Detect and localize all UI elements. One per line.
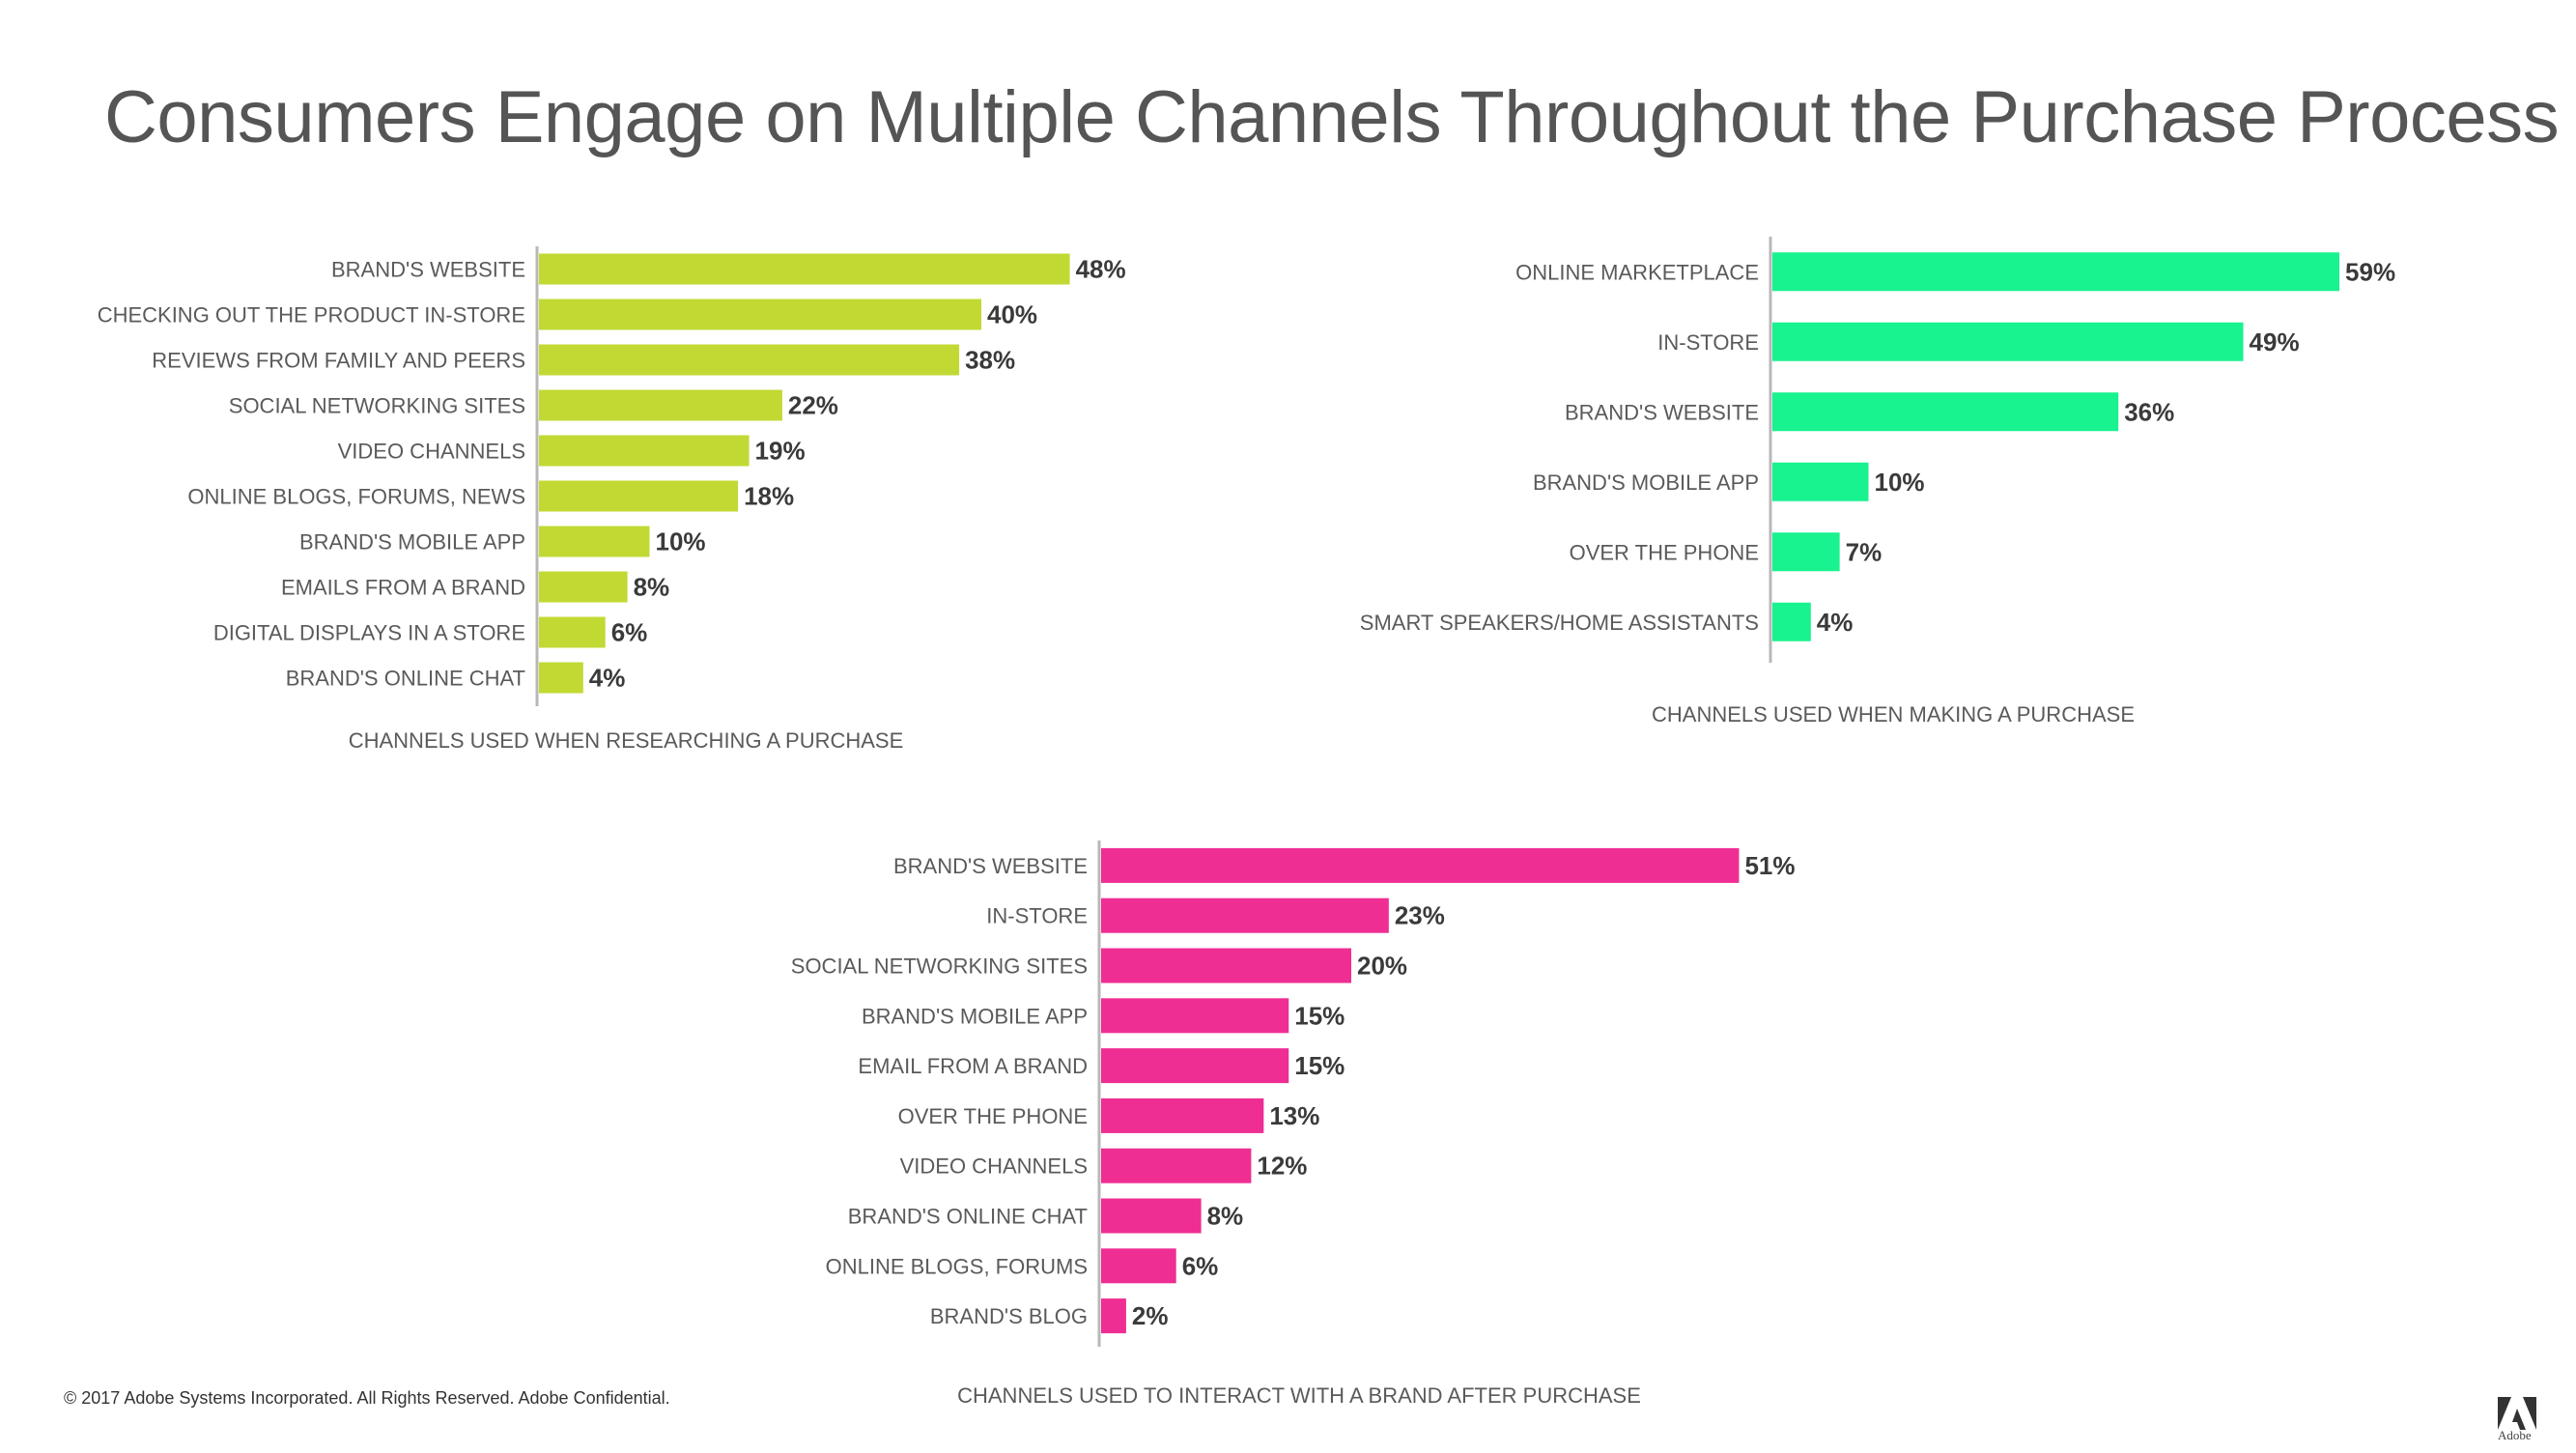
category-label: VIDEO CHANNELS (338, 440, 525, 464)
data-label: 8% (634, 573, 670, 602)
category-label: SMART SPEAKERS/HOME ASSISTANTS (1360, 611, 1759, 635)
adobe-logo-icon (2498, 1397, 2536, 1430)
category-label: IN-STORE (1657, 330, 1759, 355)
data-label: 2% (1132, 1301, 1169, 1330)
chart-after-caption: CHANNELS USED TO INTERACT WITH A BRAND A… (957, 1383, 1641, 1408)
category-label: EMAILS FROM A BRAND (281, 576, 525, 600)
bar (539, 253, 1070, 285)
bar (539, 344, 960, 376)
bar (1101, 1097, 1264, 1133)
data-label: 19% (755, 437, 806, 466)
category-label: BRAND'S WEBSITE (1565, 400, 1759, 424)
category-label: BRAND'S MOBILE APP (1533, 470, 1759, 495)
category-label: OVER THE PHONE (898, 1104, 1088, 1128)
category-label: BRAND'S ONLINE CHAT (848, 1205, 1088, 1229)
chart-research: BRAND'S WEBSITE 48% CHECKING OUT THE PRODU… (98, 246, 1126, 706)
chart-purchase: ONLINE MARKETPLACE 59% IN-STORE 49% BRAND'S … (1360, 237, 2395, 663)
bar (1101, 998, 1289, 1034)
category-label: IN-STORE (986, 904, 1088, 928)
bar (539, 299, 981, 330)
chart-purchase-caption: CHANNELS USED WHEN MAKING A PURCHASE (1652, 702, 2135, 726)
data-label: 59% (2345, 257, 2395, 286)
data-label: 6% (1182, 1251, 1219, 1280)
data-label: 10% (1875, 468, 1925, 497)
bar (1772, 322, 2244, 361)
bar (1101, 1048, 1289, 1084)
data-label: 18% (744, 482, 794, 511)
bar (539, 571, 628, 603)
data-label: 10% (656, 527, 706, 556)
adobe-logo-text: Adobe (2498, 1428, 2532, 1442)
category-label: BRAND'S BLOG (930, 1304, 1088, 1328)
bar (1772, 252, 2340, 292)
bar (1772, 602, 1811, 641)
category-label: REVIEWS FROM FAMILY AND PEERS (152, 349, 525, 373)
data-label: 22% (788, 391, 838, 420)
data-label: 13% (1269, 1101, 1319, 1130)
bar (539, 526, 650, 557)
data-label: 48% (1076, 255, 1126, 284)
category-label: ONLINE BLOGS, FORUMS, NEWS (187, 485, 525, 509)
data-label: 4% (589, 664, 626, 693)
bar (1101, 1198, 1202, 1234)
data-label: 38% (965, 346, 1015, 375)
bar (539, 616, 606, 648)
bar (1772, 392, 2119, 432)
data-label: 12% (1257, 1152, 1307, 1181)
data-label: 8% (1207, 1202, 1244, 1231)
data-label: 4% (1817, 608, 1854, 637)
page-title: Consumers Engage on Multiple Channels Th… (104, 76, 2560, 158)
bar (1101, 847, 1740, 883)
category-label: BRAND'S MOBILE APP (299, 530, 525, 555)
data-label: 6% (611, 618, 648, 647)
bar (1772, 462, 1869, 501)
category-label: ONLINE MARKETPLACE (1515, 260, 1759, 284)
category-label: OVER THE PHONE (1570, 540, 1759, 564)
bar (539, 480, 739, 512)
bar (1772, 532, 1840, 572)
data-label: 15% (1294, 1001, 1345, 1030)
bar (1101, 1248, 1176, 1284)
category-label: DIGITAL DISPLAYS IN A STORE (213, 621, 525, 645)
bar (1101, 1148, 1252, 1183)
bar (539, 435, 750, 467)
category-label: BRAND'S WEBSITE (331, 258, 525, 282)
chart-research-caption: CHANNELS USED WHEN RESEARCHING A PURCHAS… (348, 728, 904, 753)
bar (1101, 1298, 1126, 1334)
category-label: EMAIL FROM A BRAND (858, 1054, 1088, 1078)
bar (1101, 897, 1389, 933)
data-label: 51% (1744, 851, 1795, 880)
data-label: 23% (1395, 901, 1445, 930)
data-label: 49% (2250, 328, 2300, 356)
data-label: 40% (987, 300, 1037, 329)
category-label: SOCIAL NETWORKING SITES (229, 394, 525, 418)
bar (1101, 948, 1351, 983)
category-label: BRAND'S WEBSITE (893, 854, 1088, 878)
bar (539, 389, 782, 421)
category-label: CHECKING OUT THE PRODUCT IN-STORE (98, 303, 525, 328)
category-label: ONLINE BLOGS, FORUMS (826, 1254, 1088, 1278)
data-label: 36% (2124, 397, 2174, 426)
data-label: 20% (1357, 952, 1407, 981)
data-label: 15% (1294, 1051, 1345, 1080)
category-label: SOCIAL NETWORKING SITES (791, 954, 1088, 979)
category-label: BRAND'S ONLINE CHAT (286, 667, 525, 691)
chart-after: BRAND'S WEBSITE 51% IN-STORE 23% SOCIAL NETW… (791, 840, 1795, 1347)
data-label: 7% (1846, 537, 1882, 566)
bar (539, 662, 583, 694)
copyright-footer: © 2017 Adobe Systems Incorporated. All R… (64, 1388, 670, 1408)
category-label: VIDEO CHANNELS (900, 1154, 1088, 1179)
category-label: BRAND'S MOBILE APP (862, 1004, 1088, 1028)
